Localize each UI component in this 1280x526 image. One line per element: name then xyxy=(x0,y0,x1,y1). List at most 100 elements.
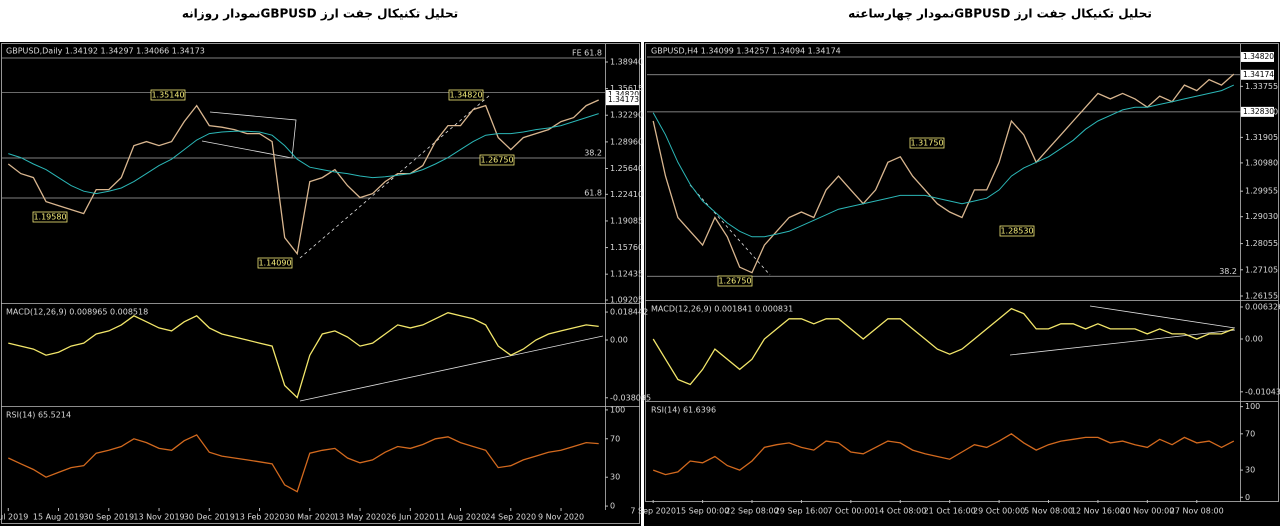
header: تحلیل تکنیکال جفت ارز GBPUSDنمودار چهارس… xyxy=(848,7,1152,22)
y-tick-label: 30 xyxy=(610,473,620,482)
left-window xyxy=(0,42,641,526)
annotation: 1.28530 xyxy=(1000,227,1033,236)
annotation: 1.26750 xyxy=(480,156,513,165)
x-tick-label: 5 Nov 08:00 xyxy=(1024,507,1073,516)
y-tick-label: 1.25640 xyxy=(610,164,643,173)
panel-title: GBPUSD,H4 1.34099 1.34257 1.34094 1.3417… xyxy=(651,47,841,56)
x-tick-label: 13 Nov 2019 xyxy=(133,513,184,522)
y-tick-label: 1.31905 xyxy=(1245,133,1278,142)
x-tick-label: 30 Dec 2019 xyxy=(184,513,235,522)
panel-title: RSI(14) 61.6396 xyxy=(651,406,716,415)
y-tick-label: 1.30980 xyxy=(1245,158,1278,167)
x-tick-label: 7 Sep 2020 xyxy=(630,507,676,516)
x-tick-label: 14 Oct 08:00 xyxy=(874,507,926,516)
annotation: 1.14090 xyxy=(258,259,291,268)
series-line xyxy=(8,312,599,399)
y-tick-label: 1.29030 xyxy=(1245,212,1278,221)
axis-marker-label: 1.34820 xyxy=(608,90,639,99)
y-tick-label: 1.22410 xyxy=(610,190,643,199)
annotation-box xyxy=(909,137,945,149)
y-tick-label: 1.19085 xyxy=(610,216,643,225)
series-line xyxy=(652,84,1235,238)
annotation: 1.34820 xyxy=(449,91,482,100)
level-label: 61.8 xyxy=(584,189,602,198)
y-tick-label: 1.29955 xyxy=(1245,187,1278,196)
panel-title: GBPUSD,Daily 1.34192 1.34297 1.34066 1.3… xyxy=(6,47,205,56)
y-tick-label: 1.26155 xyxy=(1245,292,1278,301)
x-tick-label: 15 Sep 00:00 xyxy=(676,507,729,516)
axis-marker xyxy=(1241,69,1274,80)
x-tick-label: 29 Oct 00:00 xyxy=(973,507,1025,516)
annotation-box xyxy=(32,211,68,223)
x-tick-label: 7 Oct 00:00 xyxy=(827,507,874,516)
x-tick-label: 30 Sep 2019 xyxy=(83,513,134,522)
x-tick-label: 13 Feb 2020 xyxy=(235,513,285,522)
y-tick-label: 1.28055 xyxy=(1245,239,1278,248)
axis-marker xyxy=(1241,51,1274,62)
series-line xyxy=(8,434,599,493)
series-line xyxy=(8,113,599,195)
axis-marker-label: 1.34820 xyxy=(1243,52,1274,61)
series-line xyxy=(652,307,1235,386)
annotation-box xyxy=(257,257,293,269)
y-tick-label: 1.33755 xyxy=(1245,82,1278,91)
y-tick-label: 1.35615 xyxy=(610,84,643,93)
annotation-box xyxy=(448,89,484,101)
level-label: FE 61.8 xyxy=(572,49,602,58)
panel-title: MACD(12,26,9) 0.001841 0.000831 xyxy=(651,305,793,314)
y-tick-label: 1.27105 xyxy=(1245,265,1278,274)
y-tick-label: 1.38940 xyxy=(610,58,643,67)
series-line xyxy=(652,433,1235,476)
y-tick-label: 70 xyxy=(1245,429,1255,438)
axis-marker xyxy=(606,89,639,100)
axis-marker xyxy=(1241,106,1274,117)
annotation-box xyxy=(999,225,1035,237)
annotation-box xyxy=(717,275,753,287)
x-tick-label: 29 Sep 16:00 xyxy=(775,507,828,516)
x-tick-label: 9 Nov 2020 xyxy=(538,513,584,522)
axis-marker-label: 1.32830 xyxy=(1243,107,1274,116)
y-tick-label: 1.15760 xyxy=(610,243,643,252)
y-tick-label: -0.010438 xyxy=(1245,387,1280,396)
x-tick-label: 11 Aug 2020 xyxy=(435,513,486,522)
y-tick-label: -0.038095 xyxy=(610,393,651,402)
y-tick-label: 0.006326 xyxy=(1245,302,1280,311)
y-tick-label: 100 xyxy=(1245,402,1260,411)
y-tick-label: 30 xyxy=(1245,466,1255,475)
annotation: 1.35140 xyxy=(151,91,184,100)
level-label: 38.2 xyxy=(1219,267,1237,276)
annotation-box xyxy=(150,89,186,101)
axis-marker xyxy=(606,95,639,106)
y-tick-label: 0.00 xyxy=(610,336,628,345)
x-tick-label: 20 Nov 00:00 xyxy=(1120,507,1174,516)
y-tick-label: 1.28960 xyxy=(610,137,643,146)
y-tick-label: 100 xyxy=(610,405,625,414)
series-line xyxy=(7,99,599,256)
axis-marker-label: 1.34173 xyxy=(608,95,639,104)
x-tick-label: 24 Sep 2020 xyxy=(485,513,536,522)
panel-title: RSI(14) 65.5214 xyxy=(6,411,71,420)
annotation: 1.19580 xyxy=(33,213,66,222)
x-tick-label: 12 Nov 16:00 xyxy=(1071,507,1125,516)
panel-title: MACD(12,26,9) 0.008965 0.008518 xyxy=(6,308,148,317)
y-tick-label: 1.12435 xyxy=(610,270,643,279)
trend-lines xyxy=(201,94,1236,402)
x-tick-label: 26 Jun 2020 xyxy=(386,513,434,522)
y-tick-label: 0 xyxy=(610,502,615,511)
axis-marker-label: 1.34174 xyxy=(1243,70,1274,79)
x-tick-label: 13 May 2020 xyxy=(334,513,386,522)
y-tick-label: 0.018442 xyxy=(610,308,648,317)
y-tick-label: 70 xyxy=(610,434,620,443)
x-tick-label: 2 Jul 2019 xyxy=(0,513,28,522)
x-tick-label: 30 Mar 2020 xyxy=(284,513,335,522)
level-label: 38.2 xyxy=(584,148,602,157)
x-tick-label: 22 Sep 08:00 xyxy=(725,507,778,516)
x-tick-label: 15 Aug 2019 xyxy=(33,513,84,522)
annotation-box xyxy=(479,154,515,166)
y-tick-label: 1.32290 xyxy=(610,111,643,120)
y-tick-label: 1.09205 xyxy=(610,296,643,305)
x-tick-label: 21 Oct 16:00 xyxy=(924,507,976,516)
series-line xyxy=(652,73,1235,274)
y-tick-label: 0 xyxy=(1245,493,1250,502)
